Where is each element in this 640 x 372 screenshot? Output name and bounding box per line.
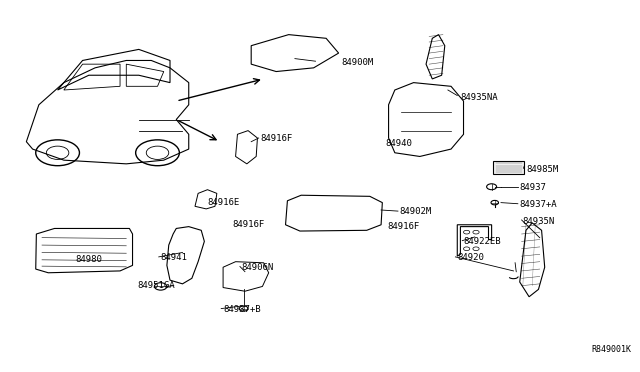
Text: 84985M: 84985M bbox=[526, 165, 558, 174]
Text: 84937+B: 84937+B bbox=[223, 305, 260, 314]
Text: 84980: 84980 bbox=[75, 255, 102, 264]
Text: 84916E: 84916E bbox=[207, 198, 240, 207]
Text: R849001K: R849001K bbox=[591, 345, 632, 354]
Text: 84920: 84920 bbox=[457, 253, 484, 263]
Text: 84902M: 84902M bbox=[399, 207, 431, 217]
Text: 84900M: 84900M bbox=[342, 58, 374, 67]
Text: 84940: 84940 bbox=[385, 139, 412, 148]
Text: 84922EB: 84922EB bbox=[463, 237, 501, 246]
FancyBboxPatch shape bbox=[493, 161, 524, 174]
Text: 84941: 84941 bbox=[161, 253, 188, 263]
Text: 84906N: 84906N bbox=[242, 263, 274, 272]
Text: 84916F: 84916F bbox=[260, 134, 293, 142]
Text: 84937+A: 84937+A bbox=[520, 200, 557, 209]
Text: 84916F: 84916F bbox=[232, 220, 265, 229]
Text: 84937: 84937 bbox=[520, 183, 547, 192]
Text: 84935NA: 84935NA bbox=[460, 93, 498, 102]
Text: 84916F: 84916F bbox=[387, 222, 420, 231]
Text: 84935N: 84935N bbox=[523, 217, 555, 225]
Text: 84951GA: 84951GA bbox=[138, 281, 175, 290]
